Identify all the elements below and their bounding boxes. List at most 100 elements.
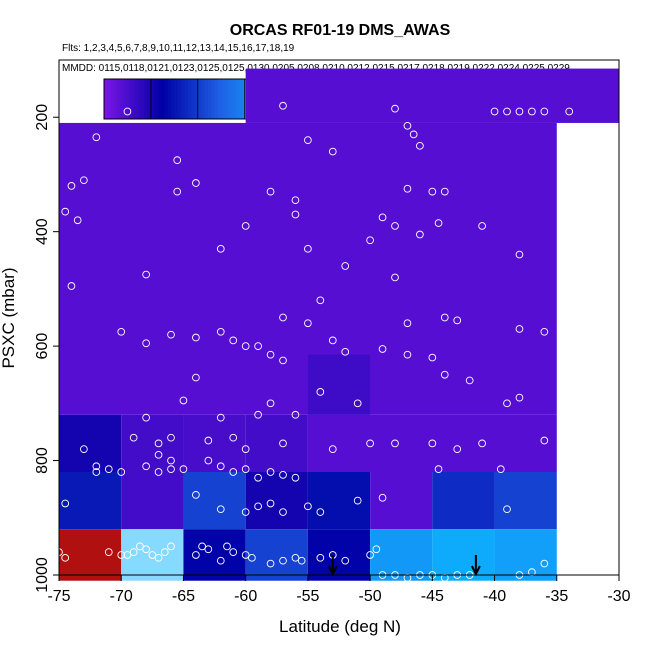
sample-point <box>297 556 306 565</box>
sample-point <box>266 187 275 196</box>
sample-point <box>241 222 250 230</box>
sample-point <box>167 433 175 442</box>
sample-point <box>160 548 169 556</box>
sample-point <box>341 556 350 565</box>
heatmap-cell <box>183 414 246 472</box>
sample-point <box>496 465 505 473</box>
sample-point <box>341 262 350 270</box>
sample-point <box>167 465 175 473</box>
sample-point <box>304 244 312 253</box>
sample-point <box>428 187 437 196</box>
surface-arrows <box>327 555 481 577</box>
sample-point <box>540 327 549 336</box>
sample-point <box>167 542 175 551</box>
sample-point <box>173 156 182 164</box>
sample-point <box>540 436 549 445</box>
heatmap-cell <box>432 472 495 530</box>
colorbar-swatch <box>207 79 212 119</box>
sample-point <box>279 556 287 565</box>
sample-point <box>279 508 287 516</box>
sample-point <box>67 182 76 190</box>
sample-point <box>328 445 337 453</box>
sample-point <box>216 327 225 336</box>
sample-point <box>229 468 238 476</box>
colorbar-swatch <box>130 79 135 119</box>
x-tick-label: -55 <box>296 588 319 605</box>
sample-point <box>117 327 126 336</box>
sample-point <box>378 493 387 502</box>
sample-point <box>353 496 362 505</box>
sample-point <box>117 551 126 559</box>
sample-point <box>515 250 524 259</box>
colorbar-swatch <box>194 79 199 119</box>
x-tick-label: -75 <box>47 588 70 605</box>
sample-point <box>142 413 150 422</box>
sample-point <box>440 370 449 379</box>
sample-point <box>241 342 250 350</box>
colorbar-swatch <box>238 79 242 119</box>
sample-point <box>241 508 250 516</box>
y-tick-label: 600 <box>34 333 51 360</box>
sample-point <box>266 399 275 408</box>
colorbar-swatch <box>197 79 202 119</box>
sample-point <box>67 282 76 290</box>
sample-point <box>565 107 574 116</box>
heatmap-cell <box>121 414 184 472</box>
colorbar-swatch <box>140 79 145 119</box>
sample-point <box>136 542 144 551</box>
sample-point <box>403 184 412 193</box>
colorbar-swatch <box>204 79 209 119</box>
y-tick-label: 400 <box>34 218 51 245</box>
sample-point <box>216 244 225 253</box>
heatmap-cell <box>307 472 371 530</box>
heatmap-cell <box>59 529 122 581</box>
arrow-head <box>470 565 481 577</box>
sample-point <box>291 410 300 419</box>
sample-point <box>440 313 449 322</box>
colorbar-swatch <box>184 79 189 119</box>
colorbar-swatch <box>191 79 196 119</box>
heatmap-cell <box>370 472 433 530</box>
sample-point <box>403 121 412 130</box>
colorbar-swatch <box>114 79 118 119</box>
sample-point <box>192 491 200 499</box>
colorbar-swatch <box>167 79 172 119</box>
colorbar-swatch <box>234 79 239 119</box>
sample-point <box>216 505 225 514</box>
sample-point <box>316 296 325 305</box>
y-tick-label: 800 <box>34 447 51 474</box>
sample-point <box>353 399 362 408</box>
sample-point <box>316 553 325 562</box>
heatmap-cells <box>59 68 619 581</box>
sample-point <box>304 319 312 328</box>
sample-point <box>142 545 150 554</box>
sample-point <box>316 388 325 396</box>
colorbar-swatch <box>124 79 129 119</box>
sample-point <box>503 399 511 408</box>
colorbar-swatch <box>171 79 175 119</box>
colorbar-swatch <box>117 79 122 119</box>
colorbar-swatch <box>134 79 139 119</box>
y-axis: 200 400 600 800 1000 <box>34 104 60 593</box>
sample-point <box>341 347 350 356</box>
heatmap-cell <box>245 414 308 472</box>
arrow-head <box>327 565 338 577</box>
sample-point <box>291 196 300 205</box>
sample-point <box>154 468 163 476</box>
sample-point <box>391 273 399 282</box>
sample-point <box>453 316 462 325</box>
colorbar-swatch <box>214 79 219 119</box>
sample-point <box>92 462 101 471</box>
sample-point <box>61 207 70 216</box>
sample-point <box>192 179 200 187</box>
sample-point <box>248 553 256 562</box>
sample-point <box>503 505 511 514</box>
heatmap-cell <box>307 354 371 415</box>
x-tick-label: -70 <box>110 588 133 605</box>
colorbar-swatch <box>110 79 115 119</box>
colorbar-swatch <box>157 79 162 119</box>
y-tick-label: 1000 <box>34 557 51 593</box>
x-tick-label: -40 <box>483 588 506 605</box>
